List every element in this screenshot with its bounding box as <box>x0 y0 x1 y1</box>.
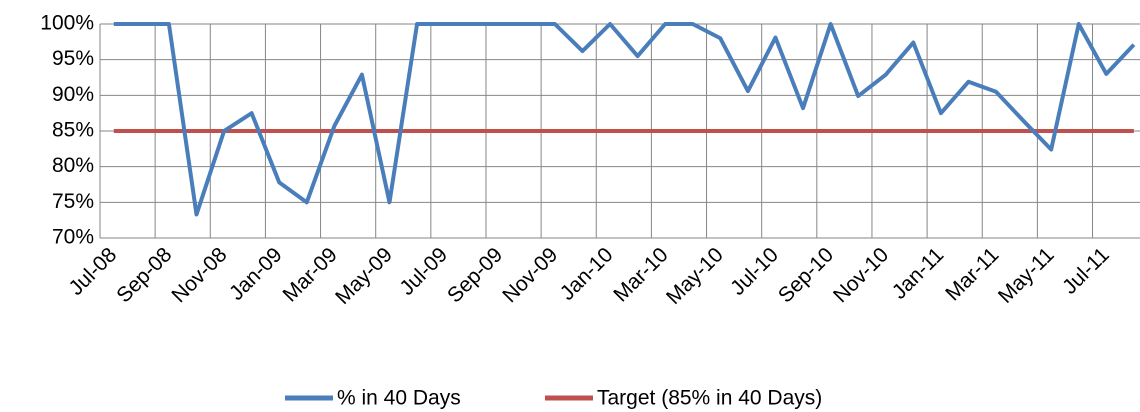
legend-label: % in 40 Days <box>337 387 461 410</box>
x-tick-label: May-11 <box>994 243 1059 308</box>
x-tick-label: May-09 <box>331 243 397 309</box>
x-tick-label: Mar-10 <box>609 243 672 306</box>
x-tick-label: Sep-10 <box>774 243 838 307</box>
x-tick-label: Jan-09 <box>225 243 287 305</box>
y-tick-label: 70% <box>52 226 94 249</box>
x-tick-label: May-10 <box>662 243 728 309</box>
series-line <box>113 22 1136 217</box>
y-tick-label: 90% <box>52 83 94 106</box>
legend-label: Target (85% in 40 Days) <box>597 387 822 410</box>
x-tick-label: Mar-11 <box>941 243 1003 305</box>
x-tick-label: Nov-08 <box>167 243 231 307</box>
x-tick-label: Jan-11 <box>888 243 949 304</box>
y-tick-label: 100% <box>40 12 94 35</box>
y-tick-label: 80% <box>52 154 94 177</box>
x-tick-label: Mar-09 <box>278 243 341 306</box>
x-tick-label: Jan-10 <box>556 243 618 305</box>
x-tick-label: Sep-09 <box>443 243 507 307</box>
x-tick-label: Sep-08 <box>112 243 176 307</box>
x-tick-label: Nov-10 <box>829 243 893 307</box>
x-tick-label: Nov-09 <box>498 243 562 307</box>
x-tick-label: Jul-11 <box>1058 243 1114 299</box>
y-tick-label: 75% <box>52 190 94 213</box>
y-tick-label: 85% <box>52 119 94 142</box>
y-tick-label: 95% <box>52 47 94 70</box>
